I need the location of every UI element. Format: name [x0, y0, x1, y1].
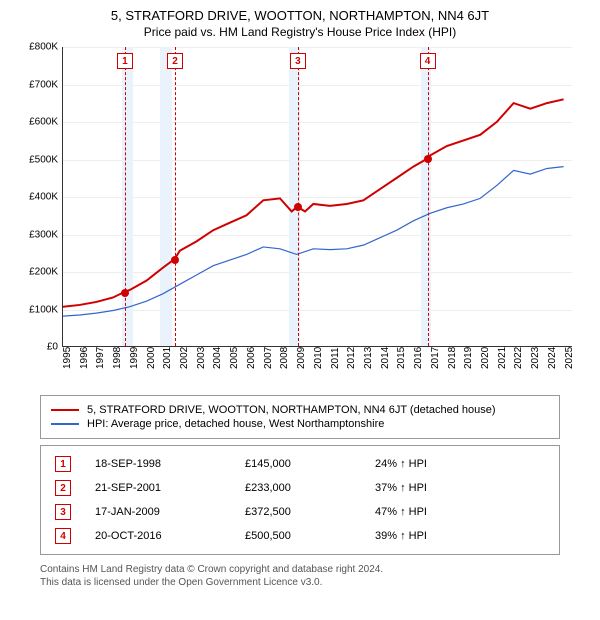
sale-price: £500,500 [239, 524, 369, 548]
y-tick-label: £600K [20, 117, 58, 128]
sale-hpi-diff: 47% ↑ HPI [369, 500, 551, 524]
sale-marker: 2 [167, 53, 183, 69]
sale-hpi-diff: 37% ↑ HPI [369, 476, 551, 500]
sale-date: 18-SEP-1998 [89, 452, 239, 476]
legend-row: 5, STRATFORD DRIVE, WOOTTON, NORTHAMPTON… [51, 404, 549, 416]
y-tick-label: £700K [20, 79, 58, 90]
sale-point [171, 256, 179, 264]
y-tick-label: £200K [20, 267, 58, 278]
legend: 5, STRATFORD DRIVE, WOOTTON, NORTHAMPTON… [40, 395, 560, 439]
y-tick-label: £800K [20, 42, 58, 53]
y-tick-label: £0 [20, 342, 58, 353]
footer-attribution: Contains HM Land Registry data © Crown c… [40, 563, 560, 589]
legend-swatch-property [51, 409, 79, 411]
sale-row: 1 18-SEP-1998£145,00024% ↑ HPI [49, 452, 551, 476]
sale-date: 21-SEP-2001 [89, 476, 239, 500]
legend-swatch-hpi [51, 423, 79, 425]
sale-row: 2 21-SEP-2001£233,00037% ↑ HPI [49, 476, 551, 500]
y-tick-label: £300K [20, 229, 58, 240]
sale-point [294, 203, 302, 211]
y-tick-label: £100K [20, 304, 58, 315]
footer-line: Contains HM Land Registry data © Crown c… [40, 563, 560, 576]
sale-hpi-diff: 39% ↑ HPI [369, 524, 551, 548]
legend-row: HPI: Average price, detached house, West… [51, 418, 549, 430]
legend-label-hpi: HPI: Average price, detached house, West… [87, 418, 384, 430]
sale-price: £145,000 [239, 452, 369, 476]
sale-marker: 1 [117, 53, 133, 69]
sale-guideline [175, 47, 176, 346]
sale-marker: 3 [290, 53, 306, 69]
x-tick-label: 2025 [564, 347, 600, 369]
sale-date: 17-JAN-2009 [89, 500, 239, 524]
sale-marker-badge: 3 [55, 504, 71, 520]
sale-row: 4 20-OCT-2016£500,50039% ↑ HPI [49, 524, 551, 548]
series-property [63, 99, 564, 306]
sale-price: £233,000 [239, 476, 369, 500]
footer-line: This data is licensed under the Open Gov… [40, 576, 560, 589]
sale-guideline [125, 47, 126, 346]
legend-label-property: 5, STRATFORD DRIVE, WOOTTON, NORTHAMPTON… [87, 404, 496, 416]
y-tick-label: £500K [20, 154, 58, 165]
plot-region: 1 2 3 4 [62, 47, 572, 347]
sale-point [121, 289, 129, 297]
sale-hpi-diff: 24% ↑ HPI [369, 452, 551, 476]
sale-point [424, 155, 432, 163]
sale-guideline [428, 47, 429, 346]
sale-row: 3 17-JAN-2009£372,50047% ↑ HPI [49, 500, 551, 524]
chart-subtitle: Price paid vs. HM Land Registry's House … [8, 25, 592, 39]
sale-marker-badge: 2 [55, 480, 71, 496]
series-hpi [63, 167, 564, 317]
sale-marker-badge: 1 [55, 456, 71, 472]
y-tick-label: £400K [20, 192, 58, 203]
sale-marker: 4 [420, 53, 436, 69]
sale-price: £372,500 [239, 500, 369, 524]
chart-area: £0£100K£200K£300K£400K£500K£600K£700K£80… [20, 47, 580, 387]
sale-marker-badge: 4 [55, 528, 71, 544]
chart-title: 5, STRATFORD DRIVE, WOOTTON, NORTHAMPTON… [8, 8, 592, 23]
sales-table: 1 18-SEP-1998£145,00024% ↑ HPI 2 21-SEP-200… [40, 445, 560, 555]
sale-date: 20-OCT-2016 [89, 524, 239, 548]
sale-guideline [298, 47, 299, 346]
